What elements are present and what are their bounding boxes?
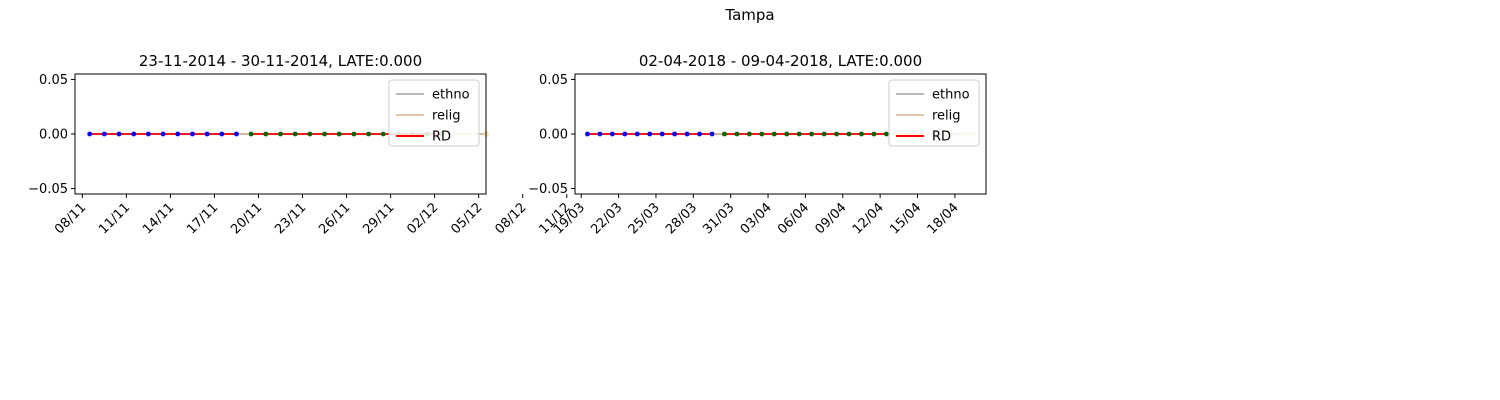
chart-1-legend-label-ethno: ethno	[432, 88, 470, 103]
chart-1-xtick-label: 23/11	[272, 200, 309, 237]
chart-1-pre-point	[219, 131, 225, 137]
chart-1-xtick-label: 17/11	[184, 200, 221, 237]
chart-2-pre-point	[622, 131, 628, 137]
chart-1-ytick-label: 0.00	[39, 128, 68, 143]
chart-1-post-point	[336, 131, 342, 137]
chart-2-pre-point	[609, 131, 615, 137]
chart-1-post-point	[366, 131, 371, 137]
chart-1-legend-label-rd: RD	[432, 130, 451, 145]
chart-1-post-point	[278, 131, 283, 137]
chart-2-xtick-label: 15/04	[887, 200, 924, 237]
chart-2-post-point	[746, 131, 752, 137]
chart-2-pre-point	[634, 131, 640, 137]
chart-1-xtick-label: 26/11	[316, 200, 353, 237]
chart-2-post-point	[771, 131, 777, 137]
chart-2-post-point	[859, 131, 864, 137]
chart-2-pre-point	[709, 131, 715, 137]
chart-1-ytick-label: −0.05	[28, 182, 68, 197]
chart-2-pre-point	[672, 131, 678, 137]
chart-1-xtick-label: 08/11	[52, 200, 89, 237]
chart-2-pre-point	[697, 131, 702, 137]
chart-2-legend-label-ethno: ethno	[932, 88, 970, 103]
chart-2-post-point	[834, 131, 839, 137]
subplot-2: 02-04-2018 - 09-04-2018, LATE:0.000 −0.05…	[528, 52, 987, 237]
chart-2-ytick-label: 0.05	[539, 73, 568, 88]
chart-2-pre-point	[647, 131, 653, 137]
figure-suptitle: Tampa	[724, 6, 774, 24]
chart-1-legend-label-relig: relig	[432, 109, 461, 124]
chart-1-pre-point	[101, 131, 107, 137]
chart-1-xtick-label: 11/11	[96, 200, 133, 237]
chart-1-post-point	[307, 131, 313, 137]
chart-2-post-point	[809, 131, 815, 137]
chart-1-pre-point	[204, 131, 210, 137]
chart-2-xtick-label: 06/04	[775, 200, 812, 237]
chart-2-pre-point	[659, 131, 665, 137]
chart-2-post-point	[883, 131, 889, 137]
chart-2-xtick-label: 12/04	[850, 200, 887, 237]
chart-1-post-point	[248, 131, 254, 137]
chart-2-legend-label-rd: RD	[932, 130, 951, 145]
chart-2-post-point	[784, 131, 790, 137]
chart-2-post-point	[722, 131, 727, 137]
chart-1-pre-point	[87, 131, 93, 137]
chart-1-xtick-label: 29/11	[360, 200, 397, 237]
chart-1-xtick-label: 05/12	[448, 200, 485, 237]
chart-2-xtick-label: 18/04	[925, 200, 962, 237]
chart-2-title: 02-04-2018 - 09-04-2018, LATE:0.000	[639, 52, 922, 70]
chart-2-post-point	[759, 131, 765, 137]
chart-1-title: 23-11-2014 - 30-11-2014, LATE:0.000	[139, 52, 422, 70]
chart-2-legend-label-relig: relig	[932, 109, 961, 124]
chart-2-xtick-label: 09/04	[813, 200, 850, 237]
chart-2-xtick-label: 28/03	[663, 200, 700, 237]
chart-2-xtick-label: 22/03	[588, 200, 625, 237]
chart-2-pre-point	[684, 131, 690, 137]
chart-2-xtick-label: 25/03	[626, 200, 663, 237]
chart-1-ytick-label: 0.05	[39, 73, 68, 88]
chart-1-pre-point	[175, 131, 181, 137]
chart-2-ytick-label: −0.05	[528, 182, 568, 197]
chart-1-pre-point	[131, 131, 137, 137]
chart-1-post-point	[263, 131, 269, 137]
chart-1-xtick-label: 02/12	[404, 200, 441, 237]
chart-1-pre-point	[190, 131, 195, 137]
chart-1-pre-point	[160, 131, 166, 137]
chart-1-pre-point	[145, 131, 151, 137]
chart-1-post-point	[351, 131, 357, 137]
chart-1-legend-box	[388, 79, 480, 147]
chart-2-pre-point	[597, 131, 603, 137]
chart-2-post-point	[734, 131, 740, 137]
chart-2-post-point	[821, 131, 827, 137]
chart-2-legend-box	[888, 79, 980, 147]
chart-1-xtick-label: 20/11	[228, 200, 265, 237]
chart-2-pre-point	[585, 131, 590, 137]
chart-1-xtick-label: 14/11	[140, 200, 177, 237]
chart-1-post-point	[380, 131, 386, 137]
chart-2-xtick-label: 31/03	[700, 200, 737, 237]
chart-2-post-point	[846, 131, 852, 137]
subplot-1: 23-11-2014 - 30-11-2014, LATE:0.000 −0.05…	[28, 52, 573, 237]
chart-2-post-point	[871, 131, 877, 137]
chart-1-post-point	[292, 131, 298, 137]
chart-2-post-point	[796, 131, 802, 137]
chart-2-xtick-label: 03/04	[738, 200, 775, 237]
chart-1-pre-point	[234, 131, 239, 137]
chart-1-xtick-label: 08/12	[492, 200, 529, 237]
chart-1-post-point	[322, 131, 327, 137]
chart-2-ytick-label: 0.00	[539, 128, 568, 143]
chart-1-pre-point	[116, 131, 122, 137]
